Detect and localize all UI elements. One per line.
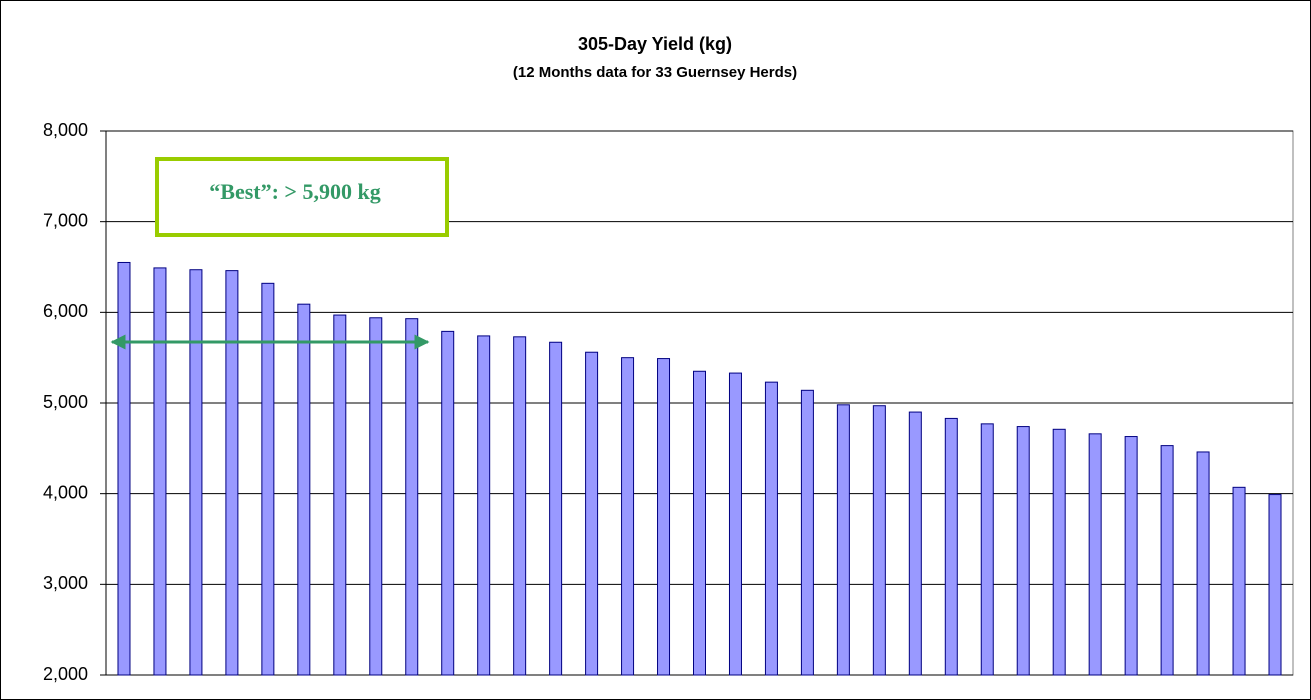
y-tick-label: 8,000: [43, 120, 88, 140]
bar: [872, 405, 886, 676]
bar: [836, 404, 850, 676]
bar: [333, 314, 347, 676]
bar: [153, 267, 167, 676]
bar: [225, 270, 239, 676]
bar: [513, 336, 527, 676]
bar: [117, 261, 131, 676]
bar: [908, 411, 922, 676]
chart-subtitle: (12 Months data for 33 Guernsey Herds): [513, 64, 797, 81]
bar: [1088, 433, 1102, 676]
bar: [1232, 486, 1246, 676]
bar: [405, 318, 419, 676]
bar: [980, 423, 994, 676]
bar: [585, 351, 599, 676]
chart-title: 305-Day Yield (kg): [578, 34, 732, 54]
bar: [477, 335, 491, 676]
bar: [1268, 494, 1282, 676]
bar: [728, 372, 742, 676]
bar: [657, 358, 671, 676]
bar: [297, 303, 311, 676]
y-tick-label: 4,000: [43, 482, 88, 502]
bar: [441, 330, 455, 676]
bar: [800, 389, 814, 676]
bar: [1196, 451, 1210, 676]
bar: [1124, 436, 1138, 676]
bar: [764, 381, 778, 676]
annotation: “Best”: > 5,900 kg: [209, 179, 380, 204]
bar: [1052, 428, 1066, 676]
bar: [621, 357, 635, 676]
bar: [549, 341, 563, 676]
bar: [1016, 426, 1030, 676]
bar: [693, 370, 706, 676]
bar: [189, 269, 203, 676]
bar: [369, 317, 383, 676]
y-tick-label: 3,000: [43, 573, 88, 593]
bar: [261, 282, 275, 676]
bar: [944, 417, 958, 676]
y-tick-label: 7,000: [43, 210, 88, 230]
bar: [1160, 445, 1174, 676]
y-tick-label: 2,000: [43, 664, 88, 684]
annotation-box: [155, 157, 449, 237]
y-tick-label: 5,000: [43, 392, 88, 412]
y-tick-label: 6,000: [43, 301, 88, 321]
